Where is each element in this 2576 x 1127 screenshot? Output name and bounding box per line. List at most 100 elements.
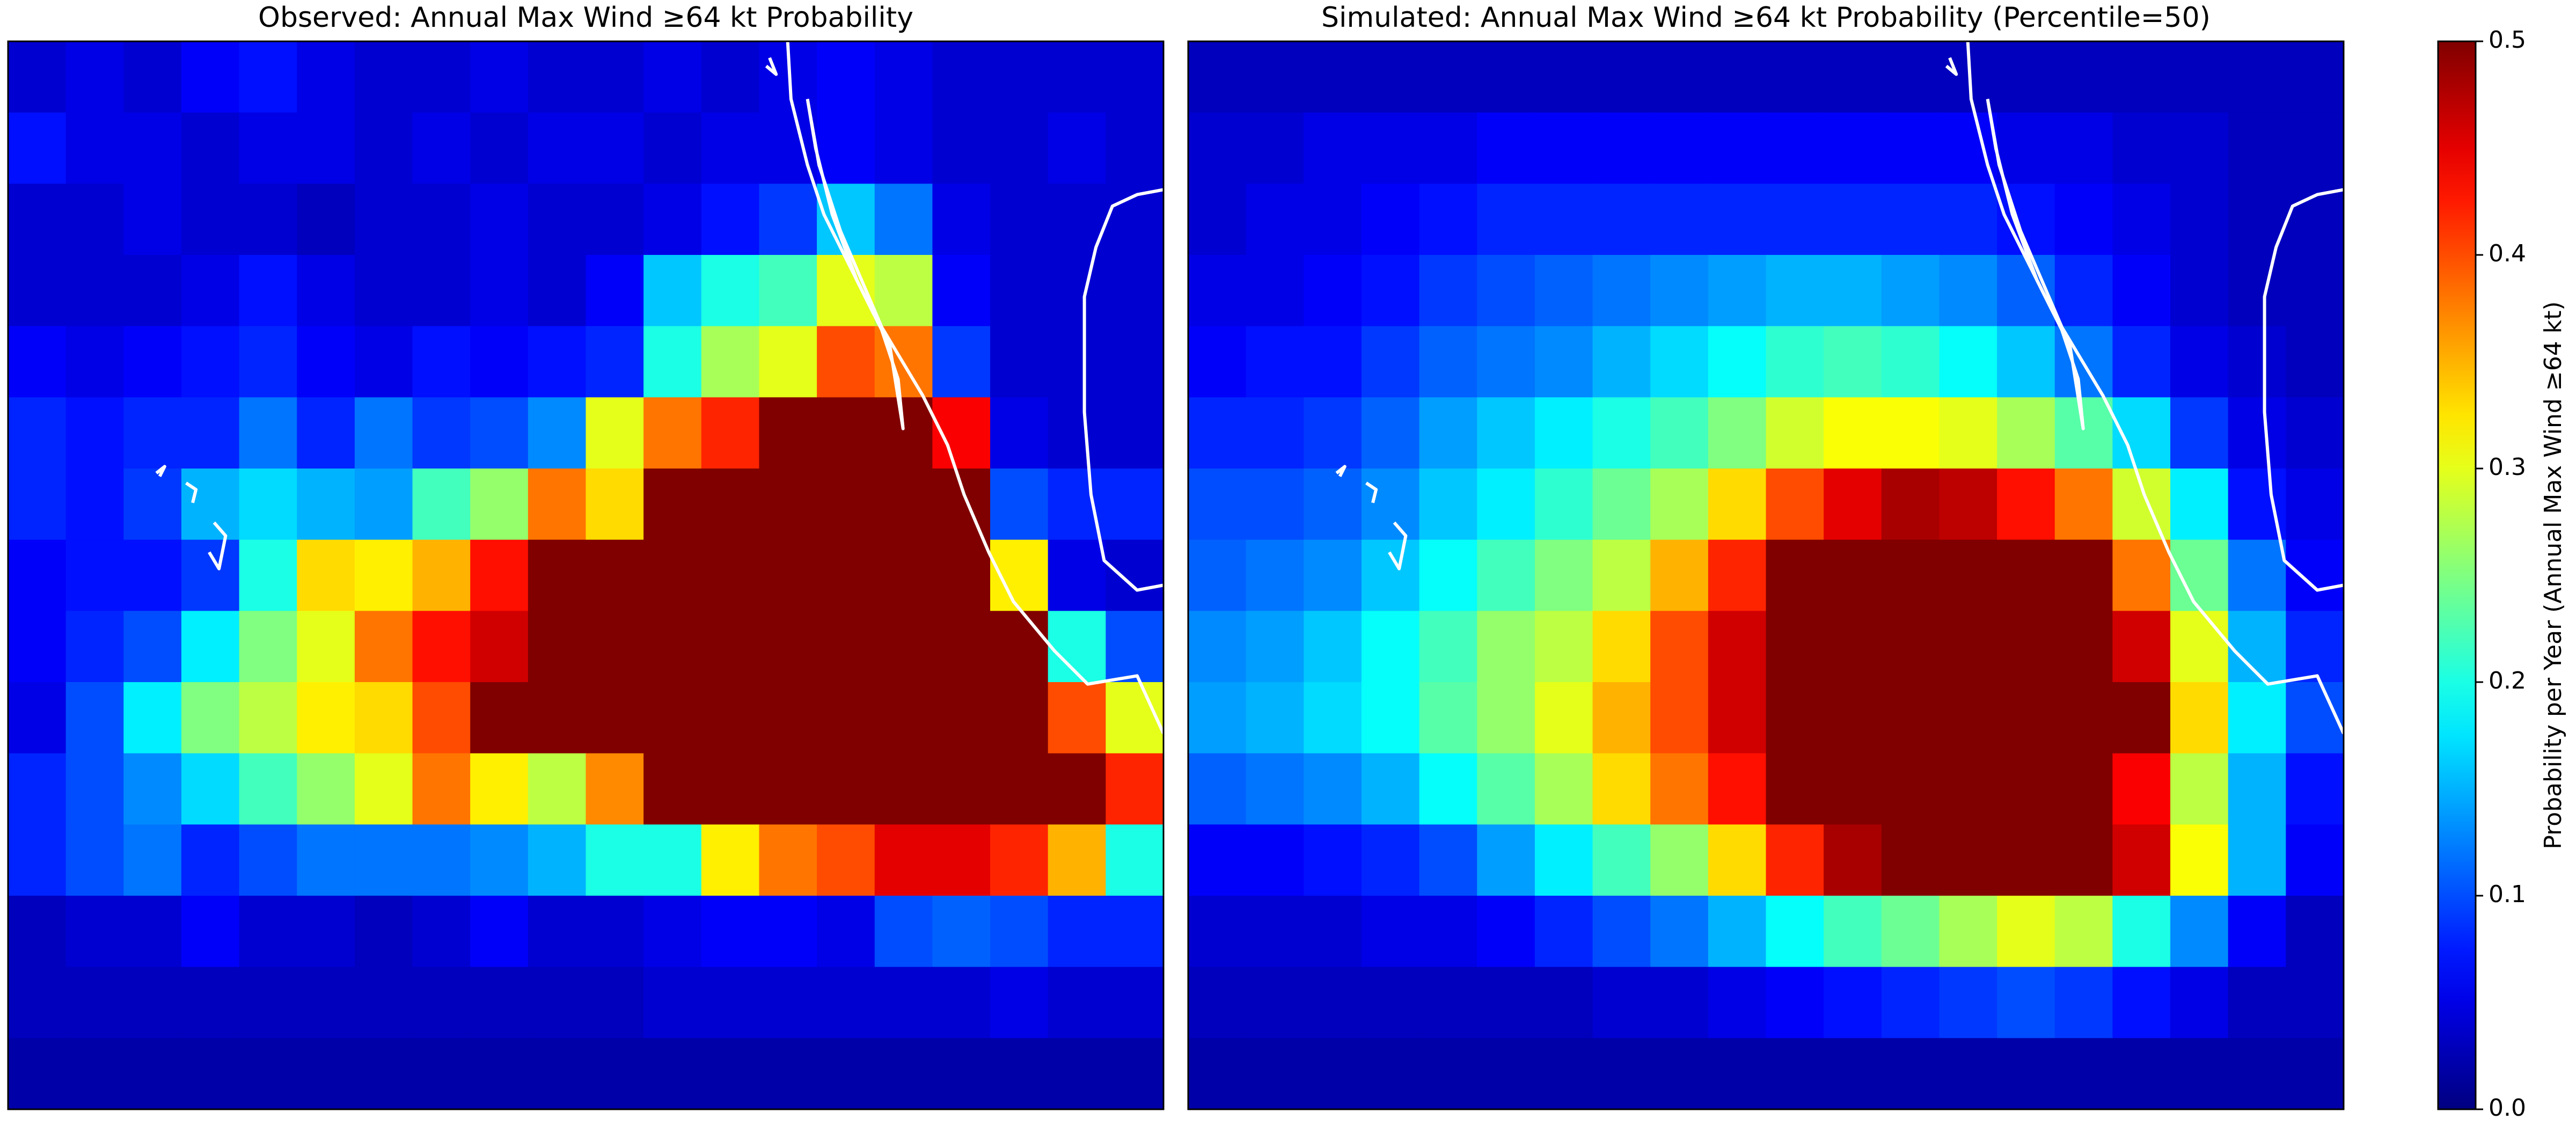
- heatmap-cell: [2112, 112, 2171, 184]
- heatmap-cell: [181, 397, 240, 469]
- heatmap-cell: [181, 255, 240, 327]
- heatmap-cell: [2170, 184, 2229, 255]
- heatmap-cell: [1477, 824, 1535, 896]
- heatmap-cell: [1592, 611, 1651, 683]
- heatmap-cell: [1592, 896, 1651, 968]
- heatmap-cell: [412, 41, 471, 113]
- heatmap-cell: [239, 967, 297, 1038]
- heatmap-cell: [354, 112, 413, 184]
- heatmap-cell: [1824, 753, 1882, 825]
- heatmap-cell: [1106, 753, 1164, 825]
- heatmap-cell: [701, 539, 760, 611]
- heatmap-cell: [1881, 539, 1940, 611]
- heatmap-cell: [1106, 967, 1164, 1038]
- heatmap-cell: [1939, 469, 1997, 540]
- heatmap-cell: [701, 967, 760, 1038]
- heatmap-cell: [412, 255, 471, 327]
- heatmap-cell: [990, 896, 1049, 968]
- heatmap-cell: [817, 397, 875, 469]
- heatmap-cell: [354, 469, 413, 540]
- heatmap-cell: [2112, 753, 2171, 825]
- heatmap-cell: [2286, 397, 2344, 469]
- heatmap-cell: [354, 824, 413, 896]
- heatmap-cell: [2054, 967, 2113, 1038]
- heatmap-cell: [1477, 184, 1535, 255]
- heatmap-cell: [1534, 112, 1593, 184]
- heatmap-cell: [1048, 967, 1106, 1038]
- heatmap-cell: [2112, 824, 2171, 896]
- heatmap-cell: [1304, 112, 1362, 184]
- heatmap-cell: [239, 896, 297, 968]
- heatmap-cell: [643, 611, 702, 683]
- heatmap-cell: [1939, 184, 1997, 255]
- heatmap-cell: [8, 682, 67, 754]
- heatmap-cell: [470, 896, 529, 968]
- heatmap-cell: [354, 1038, 413, 1110]
- heatmap-cell: [528, 41, 587, 113]
- heatmap-cell: [2170, 41, 2229, 113]
- heatmap-cell: [990, 682, 1049, 754]
- heatmap-cell: [412, 753, 471, 825]
- heatmap-cell: [1419, 682, 1477, 754]
- heatmap-cell: [239, 41, 297, 113]
- heatmap-cell: [239, 397, 297, 469]
- heatmap-cell: [297, 682, 355, 754]
- heatmap-cell: [8, 41, 67, 113]
- heatmap-cell: [1246, 611, 1304, 683]
- heatmap-cell: [1304, 255, 1362, 327]
- heatmap-cell: [8, 255, 67, 327]
- heatmap-cell: [1361, 255, 1420, 327]
- heatmap-cell: [1477, 753, 1535, 825]
- heatmap-cell: [2112, 1038, 2171, 1110]
- heatmap-cell: [65, 41, 124, 113]
- heatmap-cell: [123, 397, 182, 469]
- heatmap-cell: [65, 753, 124, 825]
- heatmap-cell: [1304, 611, 1362, 683]
- heatmap-cell: [1708, 824, 1767, 896]
- heatmap-cell: [932, 255, 991, 327]
- heatmap-cell: [1188, 184, 1247, 255]
- heatmap-cell: [874, 397, 933, 469]
- heatmap-cell: [65, 539, 124, 611]
- heatmap-cell: [1304, 682, 1362, 754]
- heatmap-cell: [239, 184, 297, 255]
- heatmap-cell: [643, 255, 702, 327]
- heatmap-cell: [1650, 184, 1709, 255]
- heatmap-cell: [2286, 896, 2344, 968]
- heatmap-cell: [470, 1038, 529, 1110]
- heatmap-cell: [1477, 539, 1535, 611]
- heatmap-cell: [470, 682, 529, 754]
- heatmap-cell: [1766, 753, 1824, 825]
- heatmap-cell: [65, 682, 124, 754]
- heatmap-cell: [2228, 1038, 2286, 1110]
- heatmap-cell: [932, 753, 991, 825]
- heatmap-cell: [817, 682, 875, 754]
- heatmap-cell: [1881, 41, 1940, 113]
- heatmap-cell: [65, 326, 124, 398]
- heatmap-cell: [759, 539, 817, 611]
- heatmap-cell: [123, 326, 182, 398]
- heatmap-cell: [1419, 112, 1477, 184]
- heatmap-cell: [990, 753, 1049, 825]
- heatmap-cell: [1419, 255, 1477, 327]
- heatmap-cell: [297, 112, 355, 184]
- heatmap-cell: [1939, 896, 1997, 968]
- heatmap-cell: [932, 41, 991, 113]
- heatmap-cell: [2170, 824, 2229, 896]
- heatmap-cell: [1708, 967, 1767, 1038]
- heatmap-cell: [701, 824, 760, 896]
- heatmap-cell: [528, 112, 587, 184]
- heatmap-cell: [874, 753, 933, 825]
- heatmap-cell: [528, 255, 587, 327]
- coastline: [1365, 481, 1378, 503]
- heatmap-cell: [528, 967, 587, 1038]
- heatmap-cell: [932, 896, 991, 968]
- coastline: [786, 41, 1165, 735]
- colorbar-tick-label: 0.1: [2489, 881, 2526, 908]
- heatmap-cell: [990, 41, 1049, 113]
- heatmap-cell: [759, 611, 817, 683]
- heatmap-cell: [701, 1038, 760, 1110]
- heatmap-cell: [759, 326, 817, 398]
- heatmap-cell: [2054, 397, 2113, 469]
- heatmap-cell: [1939, 753, 1997, 825]
